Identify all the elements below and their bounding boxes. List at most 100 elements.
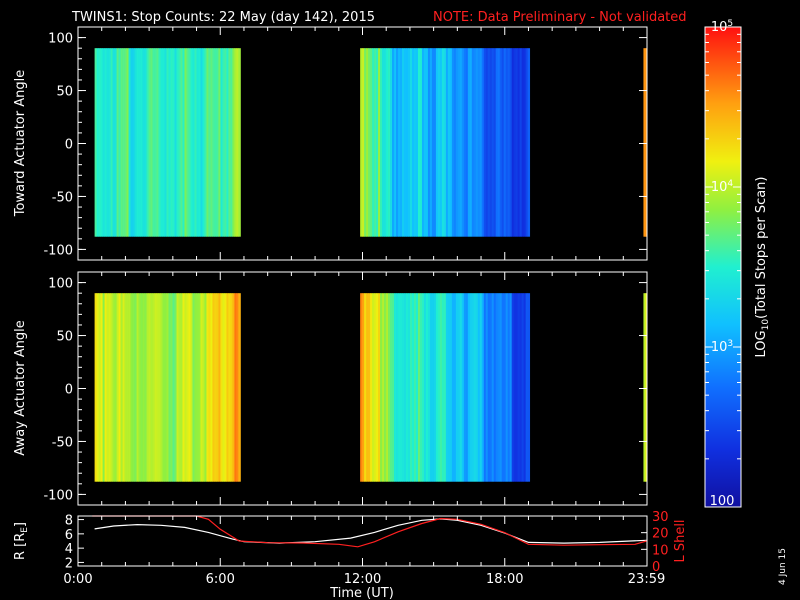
toward-heat-cell xyxy=(495,48,499,237)
away-heat-cell xyxy=(238,293,241,482)
away-heat-cell xyxy=(212,293,215,482)
toward-heat-cell xyxy=(208,48,211,237)
away-heat-cell xyxy=(519,293,523,482)
toward-heat-cell xyxy=(184,48,187,237)
away-heat-cell xyxy=(162,293,165,482)
ytick-label: -100 xyxy=(43,243,73,258)
away-heat-cell xyxy=(198,293,201,482)
away-heat-cell xyxy=(148,293,151,482)
toward-heat-cell xyxy=(471,48,475,237)
away-heat-cell xyxy=(469,293,473,482)
away-heat-cell xyxy=(477,293,481,482)
away-heat-cell xyxy=(489,293,493,482)
away-heat-cell xyxy=(427,293,431,482)
toward-heat-cell xyxy=(390,48,393,237)
colorbar-gradient xyxy=(705,27,741,507)
away-heat-cell xyxy=(451,293,455,482)
away-heat-cell xyxy=(509,293,513,482)
toward-heat-cell xyxy=(122,48,125,237)
ytick-label: -100 xyxy=(43,488,73,503)
toward-heat-cell xyxy=(196,48,199,237)
away-heat-cell xyxy=(234,293,237,482)
toward-heat-cell xyxy=(174,48,177,237)
away-heat-cell xyxy=(208,293,211,482)
toward-heat-cell xyxy=(449,48,453,237)
away-heat-cell xyxy=(396,293,399,482)
toward-heat-cell xyxy=(156,48,159,237)
away-heat-cell xyxy=(126,293,129,482)
away-heat-cell xyxy=(196,293,199,482)
toward-heat-cell xyxy=(485,48,489,237)
away-heat-cell xyxy=(481,293,485,482)
toward-heat-cell xyxy=(218,48,221,237)
toward-heat-cell xyxy=(136,48,139,237)
away-heat-cell xyxy=(433,293,437,482)
toward-heat-cell xyxy=(515,48,519,237)
away-heat-cell xyxy=(435,293,439,482)
away-ylabel: Away Actuator Angle xyxy=(13,320,28,455)
toward-heat-cell xyxy=(433,48,437,237)
toward-heat-cell xyxy=(407,48,411,237)
away-heat-cell xyxy=(120,293,123,482)
time-tick-label: 0:00 xyxy=(63,572,92,587)
away-heat-cell xyxy=(521,293,525,482)
toward-heat-cell xyxy=(404,48,407,237)
toward-heat-cell xyxy=(132,48,135,237)
away-heat-cell xyxy=(523,293,527,482)
toward-heat-cell xyxy=(202,48,205,237)
toward-heat-cell xyxy=(166,48,169,237)
away-heat-cell xyxy=(400,293,403,482)
away-heat-cell xyxy=(441,293,445,482)
toward-heat-cell xyxy=(192,48,195,237)
away-heat-cell xyxy=(645,293,648,482)
away-heat-cell xyxy=(457,293,461,482)
toward-heat-cell xyxy=(172,48,175,237)
away-heat-cell xyxy=(459,293,463,482)
toward-heat-cell xyxy=(376,48,379,237)
r-tick-label: 6 xyxy=(65,528,73,543)
toward-heat-cell xyxy=(421,48,425,237)
toward-heat-cell xyxy=(429,48,433,237)
toward-heat-cell xyxy=(148,48,151,237)
toward-heat-cell xyxy=(386,48,389,237)
away-heat-cell xyxy=(455,293,459,482)
away-heat-cell xyxy=(194,293,197,482)
away-heat-cell xyxy=(220,293,223,482)
ytick-label: 0 xyxy=(65,383,73,398)
toward-heat-cell xyxy=(144,48,147,237)
toward-heat-cell xyxy=(114,48,117,237)
toward-heat-cell xyxy=(200,48,203,237)
away-heat-cell xyxy=(467,293,471,482)
away-heat-cell xyxy=(491,293,495,482)
toward-heat-cell xyxy=(423,48,427,237)
away-heat-cell xyxy=(134,293,137,482)
toward-heat-cell xyxy=(463,48,467,237)
away-heat-cell xyxy=(453,293,457,482)
toward-heat-cell xyxy=(152,48,155,237)
toward-heat-cell xyxy=(645,48,648,237)
away-heat-cell xyxy=(517,293,521,482)
away-heat-cell xyxy=(431,293,435,482)
away-heat-cell xyxy=(104,293,107,482)
toward-heat-cell xyxy=(378,48,381,237)
toward-heat-cell xyxy=(238,48,241,237)
toward-heat-cell xyxy=(162,48,165,237)
r-distance-line xyxy=(94,518,647,544)
away-heat-cell xyxy=(378,293,381,482)
away-heat-cell xyxy=(366,293,369,482)
away-heat-cell xyxy=(376,293,379,482)
toward-heat-cell xyxy=(118,48,121,237)
toward-heat-cell xyxy=(204,48,207,237)
toward-heat-cell xyxy=(437,48,441,237)
toward-heat-cell xyxy=(112,48,115,237)
toward-heat-cell xyxy=(180,48,183,237)
toward-heat-cell xyxy=(230,48,233,237)
away-heat-cell xyxy=(182,293,185,482)
away-heat-cell xyxy=(372,293,375,482)
away-heat-cell xyxy=(447,293,451,482)
toward-heat-cell xyxy=(194,48,197,237)
toward-heat-cell xyxy=(98,48,101,237)
away-heat-cell xyxy=(374,293,377,482)
away-heat-cell xyxy=(218,293,221,482)
